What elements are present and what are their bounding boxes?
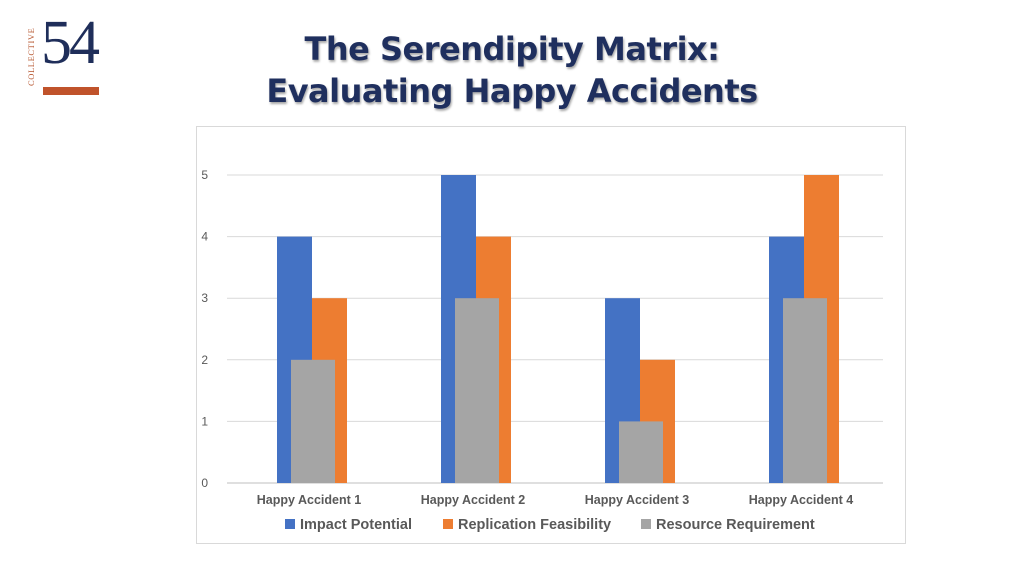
legend-label: Resource Requirement <box>656 517 815 533</box>
y-tick-label: 0 <box>201 476 208 490</box>
y-tick-label: 1 <box>201 414 208 428</box>
y-tick-label: 5 <box>201 168 208 182</box>
collective54-logo: COLLECTIVE 54 <box>26 12 106 98</box>
x-tick-label: Happy Accident 1 <box>257 493 361 507</box>
page-title-line-2: Evaluating Happy Accidents <box>266 72 758 110</box>
legend-label: Replication Feasibility <box>458 517 611 533</box>
bar-resource-requirement <box>619 421 663 483</box>
y-tick-label: 3 <box>201 291 208 305</box>
bar-resource-requirement <box>783 298 827 483</box>
bar-resource-requirement <box>291 359 335 483</box>
x-tick-label: Happy Accident 3 <box>585 493 689 507</box>
legend-label: Impact Potential <box>300 517 412 533</box>
page-title-line-1: The Serendipity Matrix: <box>304 30 720 68</box>
y-tick-label: 4 <box>201 230 208 244</box>
logo-underline <box>43 87 99 95</box>
x-tick-label: Happy Accident 4 <box>749 493 853 507</box>
legend-swatch <box>641 519 651 529</box>
y-tick-label: 2 <box>201 353 208 367</box>
legend-swatch <box>285 519 295 529</box>
logo-number: 54 <box>41 9 100 77</box>
legend-swatch <box>443 519 453 529</box>
chart-frame: 0 1 2 3 4 5 Happy Accident 1 Happy Accident 2 Ha… <box>196 126 906 544</box>
bar-resource-requirement <box>455 298 499 483</box>
bar-chart: 0 1 2 3 4 5 Happy Accident 1 Happy Accident 2 Ha… <box>201 168 883 533</box>
x-tick-label: Happy Accident 2 <box>421 493 525 507</box>
